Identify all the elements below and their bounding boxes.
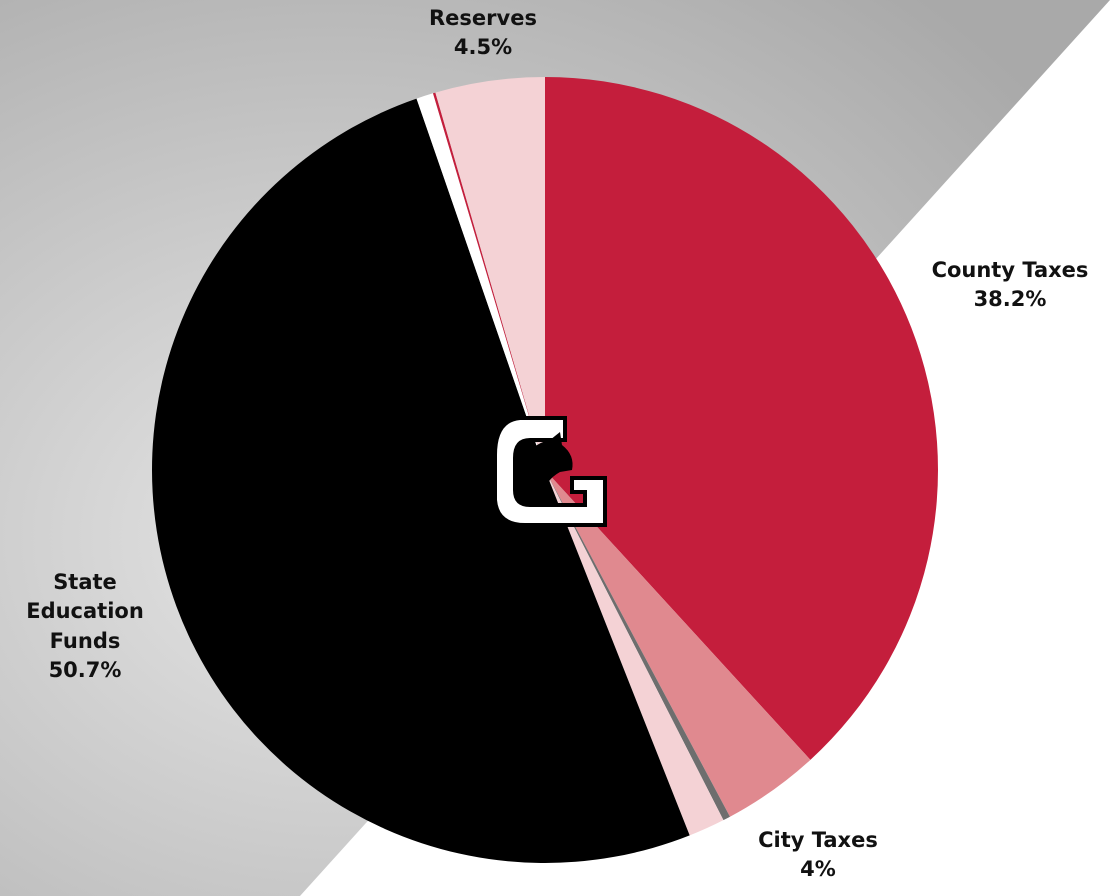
value-label: 38.2% [973,287,1047,312]
category-label: County Taxes [931,258,1089,282]
category-label: State Education Funds [26,570,144,653]
pie-slice [435,77,545,470]
pie-slice [545,77,938,760]
pie-slice [545,470,811,817]
value-label: 50.7% [48,658,122,683]
pie-slice [545,470,730,821]
pie-slice [432,92,545,470]
value-label: 4% [800,857,836,882]
category-label: Reserves [429,6,537,30]
slice-label: County Taxes 38.2% [910,256,1110,315]
slice-label: City Taxes 4% [718,826,918,885]
logo [493,416,607,527]
pie-slice [152,98,690,863]
pie-slice [416,93,545,470]
slice-label: Reserves 4.5% [383,4,583,63]
slice-label: State Education Funds 50.7% [10,568,160,686]
category-label: City Taxes [758,828,878,852]
value-label: 4.5% [453,35,513,60]
pie-slice [545,470,724,836]
